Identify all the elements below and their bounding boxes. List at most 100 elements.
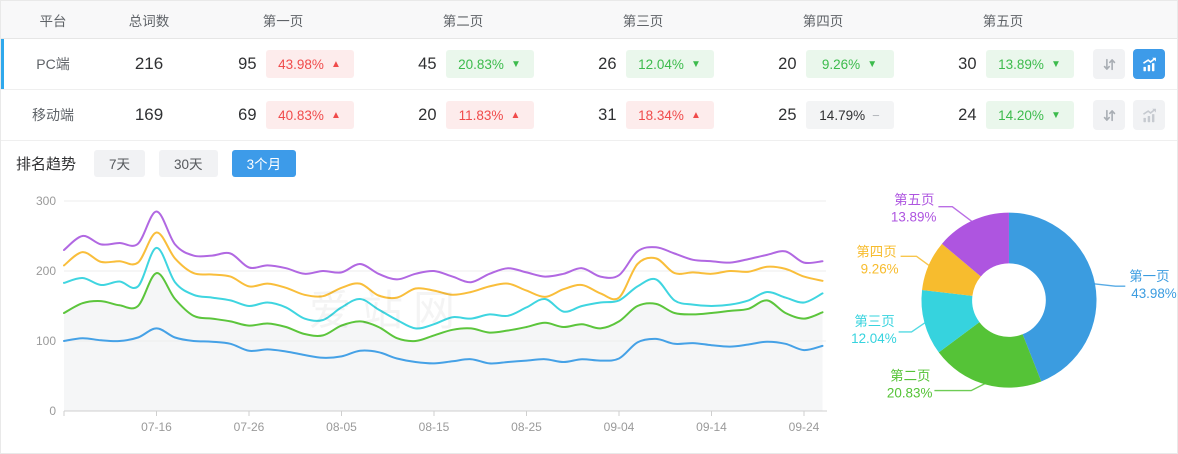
- donut-slice-第一页[interactable]: [1008, 212, 1097, 382]
- pct-badge: 14.79% −: [805, 101, 894, 129]
- page5-cell: 30 13.89% ▼: [913, 50, 1093, 78]
- row-actions: [1093, 49, 1177, 79]
- charts-area: 0 100 200 300 07-16 07-26 08-05 08-15 08-25 09-04…: [1, 185, 1177, 453]
- sort-button[interactable]: [1093, 100, 1125, 130]
- x-axis-label: 09-14: [696, 420, 727, 434]
- tab-7-days[interactable]: 7天: [94, 149, 146, 177]
- page2-cell: 20 11.83% ▲: [373, 101, 553, 129]
- rank-trend-line-chart[interactable]: 0 100 200 300 07-16 07-26 08-05 08-15 08-25 09-04…: [1, 185, 829, 453]
- x-axis-label: 08-25: [511, 420, 542, 434]
- page4-cell: 25 14.79% −: [733, 101, 913, 129]
- donut-label-line: [938, 205, 973, 223]
- row-actions: [1093, 100, 1177, 130]
- platform-name: 移动端: [32, 107, 74, 123]
- table-row-pc: PC端 216 95 43.98% ▲ 45 20.83% ▼ 26 12.04% ▼…: [1, 39, 1177, 90]
- page4-count: 20: [778, 54, 797, 73]
- donut-label-line: [900, 255, 930, 267]
- trend-section-title: 排名趋势: [16, 155, 77, 173]
- pct-badge: 9.26% ▼: [805, 50, 894, 78]
- pct-value: 14.79%: [819, 107, 866, 123]
- trend-arrow-icon: ▼: [690, 58, 701, 70]
- header-page-3: 第三页: [622, 13, 664, 29]
- donut-label-name: 第二页: [890, 368, 930, 384]
- donut-slice-第三页[interactable]: [921, 289, 980, 353]
- donut-label-name: 第一页: [1129, 268, 1169, 284]
- pct-value: 18.34%: [638, 107, 684, 123]
- trend-arrow-icon: ▼: [1050, 109, 1061, 121]
- total-words-value: 169: [134, 105, 164, 124]
- x-axis-label: 08-15: [419, 420, 450, 434]
- x-axis-label: 07-26: [234, 420, 265, 434]
- trend-arrow-icon: ▲: [510, 109, 521, 121]
- page5-count: 30: [958, 54, 977, 73]
- page3-count: 31: [598, 105, 617, 124]
- donut-label-pct: 43.98%: [1131, 286, 1177, 301]
- platform-name: PC端: [36, 56, 70, 72]
- table-header: 平台 总词数 第一页 第二页 第三页 第四页 第五页: [1, 1, 1177, 39]
- donut-slice-第五页[interactable]: [941, 212, 1009, 277]
- page1-cell: 69 40.83% ▲: [193, 101, 373, 129]
- pct-badge: 14.20% ▼: [985, 101, 1074, 129]
- page1-count: 69: [238, 105, 257, 124]
- line-series-第二页[interactable]: [63, 272, 824, 343]
- sort-arrows-icon: [1103, 109, 1115, 121]
- donut-slice-第四页[interactable]: [922, 243, 981, 296]
- donut-label-name: 第五页: [894, 192, 934, 208]
- line-series-第三页[interactable]: [63, 246, 824, 330]
- line-chart-wrap: 0 100 200 300 07-16 07-26 08-05 08-15 08-25 09-04…: [1, 185, 829, 453]
- sort-arrows-icon: [1103, 58, 1115, 70]
- x-axis-label: 09-04: [604, 420, 635, 434]
- header-platform: 平台: [39, 13, 67, 29]
- pct-badge: 43.98% ▲: [265, 50, 354, 78]
- x-axis-label: 09-24: [789, 420, 820, 434]
- pct-badge: 18.34% ▲: [625, 101, 714, 129]
- pct-value: 13.89%: [998, 56, 1044, 72]
- table-row-mobile: 移动端 169 69 40.83% ▲ 20 11.83% ▲ 31 18.34% ▲…: [1, 90, 1177, 141]
- header-page-2: 第二页: [442, 13, 484, 29]
- header-page-4: 第四页: [802, 13, 844, 29]
- trend-arrow-icon: −: [872, 107, 880, 123]
- donut-label-pct: 12.04%: [851, 331, 897, 346]
- header-total-words: 总词数: [128, 13, 170, 29]
- tab-3-months[interactable]: 3个月: [231, 149, 297, 177]
- sort-button[interactable]: [1093, 49, 1125, 79]
- trend-chart-icon: [1142, 57, 1156, 71]
- trend-chart-button[interactable]: [1133, 49, 1165, 79]
- donut-label-pct: 9.26%: [861, 261, 899, 276]
- trend-arrow-icon: ▼: [1050, 58, 1061, 70]
- total-words-value: 216: [134, 54, 164, 73]
- page2-cell: 45 20.83% ▼: [373, 50, 553, 78]
- y-axis-label: 0: [49, 404, 56, 418]
- donut-label-pct: 20.83%: [887, 386, 933, 401]
- tab-30-days[interactable]: 30天: [159, 149, 218, 177]
- line-series-第五页[interactable]: [63, 210, 824, 284]
- page3-cell: 31 18.34% ▲: [553, 101, 733, 129]
- trend-arrow-icon: ▲: [330, 109, 341, 121]
- page3-count: 26: [598, 54, 617, 73]
- trend-chart-button[interactable]: [1133, 100, 1165, 130]
- page3-cell: 26 12.04% ▼: [553, 50, 733, 78]
- x-axis-label: 08-05: [326, 420, 357, 434]
- y-axis-label: 300: [36, 194, 56, 208]
- trend-chart-icon: [1142, 108, 1156, 122]
- line-series-第四页[interactable]: [63, 231, 824, 301]
- trend-arrow-icon: ▼: [867, 58, 878, 70]
- page5-count: 24: [958, 105, 977, 124]
- pct-badge: 13.89% ▼: [985, 50, 1074, 78]
- donut-label-name: 第四页: [856, 243, 896, 259]
- page-distribution-donut-chart[interactable]: 第一页 43.98% 第二页 20.83% 第三页 12.04% 第四页 9.26% 第五页 13…: [829, 185, 1177, 453]
- pct-badge: 12.04% ▼: [625, 50, 714, 78]
- area-fill: [64, 273, 823, 411]
- trend-arrow-icon: ▲: [330, 58, 341, 70]
- pct-value: 20.83%: [458, 56, 504, 72]
- donut-label-line: [1093, 283, 1126, 287]
- header-page-1: 第一页: [262, 13, 304, 29]
- page1-cell: 95 43.98% ▲: [193, 50, 373, 78]
- donut-slice-第二页[interactable]: [938, 322, 1042, 388]
- page4-count: 25: [778, 105, 797, 124]
- pct-badge: 20.83% ▼: [445, 50, 534, 78]
- line-series-第一页[interactable]: [63, 327, 824, 365]
- y-axis-label: 100: [36, 334, 56, 348]
- trend-toolbar: 排名趋势 7天 30天 3个月: [1, 141, 1177, 185]
